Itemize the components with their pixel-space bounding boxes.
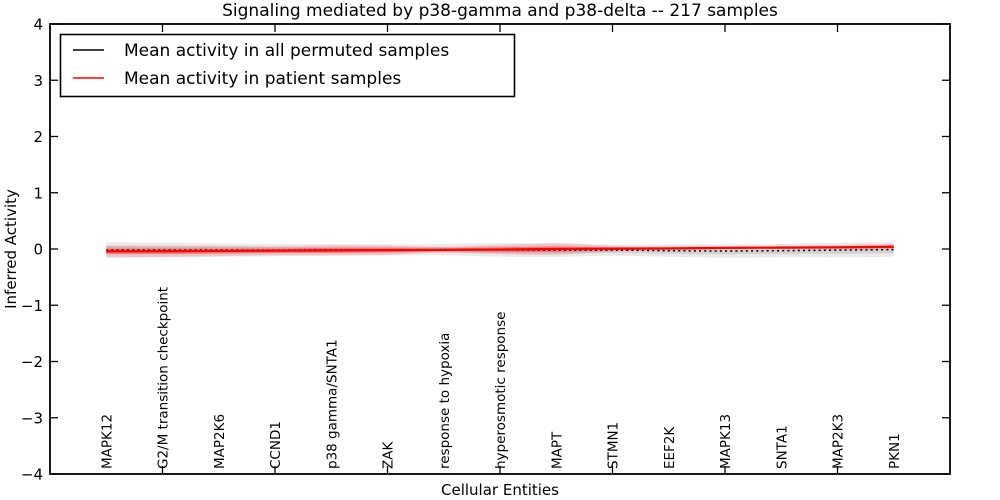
x-tick-label: EEF2K	[662, 426, 678, 469]
legend-box	[59, 33, 516, 98]
x-tick-labels: MAPK12 G2/M transition checkpoint MAP2K6 CC…	[99, 287, 903, 469]
x-tick-label: MAPK13	[718, 414, 734, 469]
y-tick-label: 1	[33, 184, 43, 202]
y-tick-label: 0	[33, 241, 43, 259]
y-tick-labels: −4 −3 −2 −1 0 1 2 3 4	[21, 16, 43, 484]
chart-title: Signaling mediated by p38-gamma and p38-…	[222, 1, 778, 21]
x-axis-label: Cellular Entities	[441, 481, 559, 499]
x-tick-label: STMN1	[606, 422, 622, 469]
series-lines	[106, 245, 894, 253]
x-tick-label: response to hypoxia	[437, 333, 453, 469]
series-line-1	[106, 245, 894, 253]
legend: Mean activity in all permuted samples Me…	[59, 33, 516, 98]
y-tick-label: −4	[21, 466, 43, 484]
tick-marks	[50, 23, 950, 475]
x-tick-label: CCND1	[268, 421, 284, 469]
x-tick-label: SNTA1	[774, 425, 790, 469]
y-tick-label: 2	[33, 128, 43, 146]
y-tick-label: −1	[21, 297, 43, 315]
x-tick-label: PKN1	[887, 433, 903, 469]
x-tick-label: MAPK12	[99, 414, 115, 469]
x-tick-label: MAPT	[549, 431, 565, 469]
y-tick-label: 4	[33, 16, 43, 34]
x-tick-label: p38 gamma/SNTA1	[324, 339, 340, 469]
x-tick-label: ZAK	[381, 441, 397, 469]
y-tick-label: −3	[21, 409, 43, 427]
y-tick-label: 3	[33, 72, 43, 90]
y-tick-label: −2	[21, 353, 43, 371]
legend-label-permuted: Mean activity in all permuted samples	[124, 41, 449, 61]
legend-label-patient: Mean activity in patient samples	[124, 69, 401, 89]
x-tick-label: MAP2K3	[831, 414, 847, 469]
x-tick-label: hyperosmotic response	[493, 312, 509, 469]
x-tick-label: G2/M transition checkpoint	[156, 287, 172, 469]
y-axis-label: Inferred Activity	[2, 189, 20, 309]
x-tick-label: MAP2K6	[212, 414, 228, 469]
